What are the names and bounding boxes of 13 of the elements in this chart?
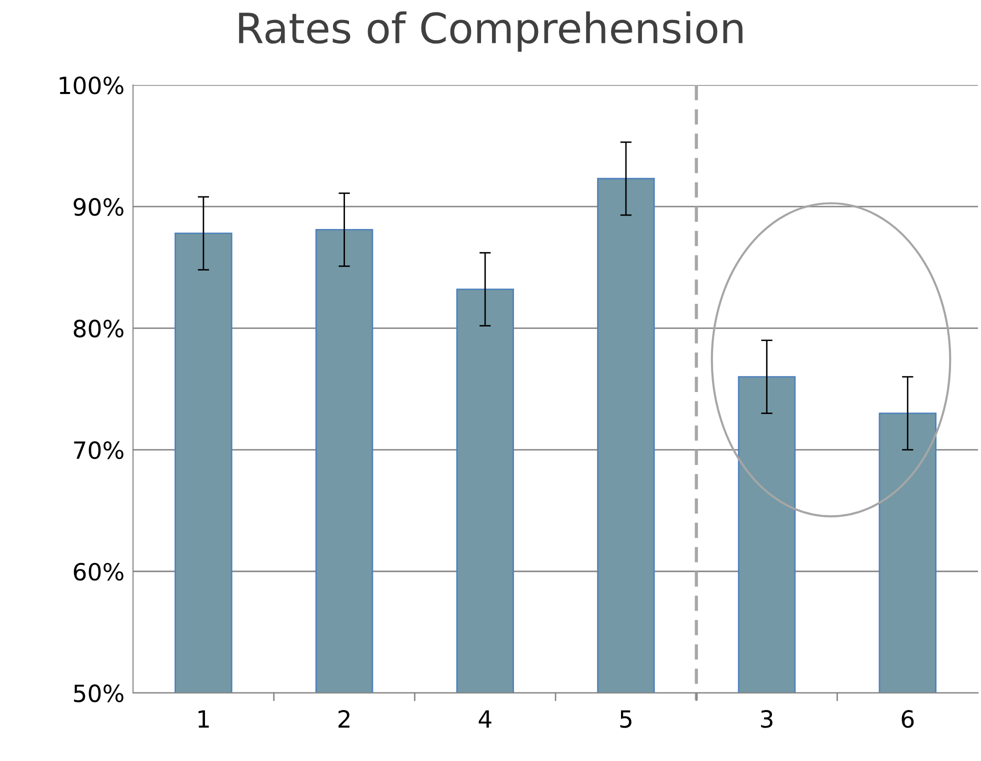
x-tick-label: 5	[620, 710, 632, 728]
chart-title: Rates of Comprehension	[239, 11, 742, 52]
x-tick-label: 3	[761, 710, 772, 728]
y-tick-label: 100%	[60, 76, 124, 94]
y-tick-label: 50%	[74, 684, 124, 702]
y-tick-label: 60%	[74, 562, 124, 581]
x-tick-label: 4	[478, 710, 492, 728]
y-tick-label: 80%	[74, 320, 124, 338]
x-tick-label: 6	[902, 710, 914, 728]
x-tick-label: 2	[338, 710, 350, 728]
y-tick-label: 90%	[74, 198, 124, 216]
y-tick-label: 70%	[74, 441, 124, 460]
x-tick-label: 1	[198, 710, 209, 728]
